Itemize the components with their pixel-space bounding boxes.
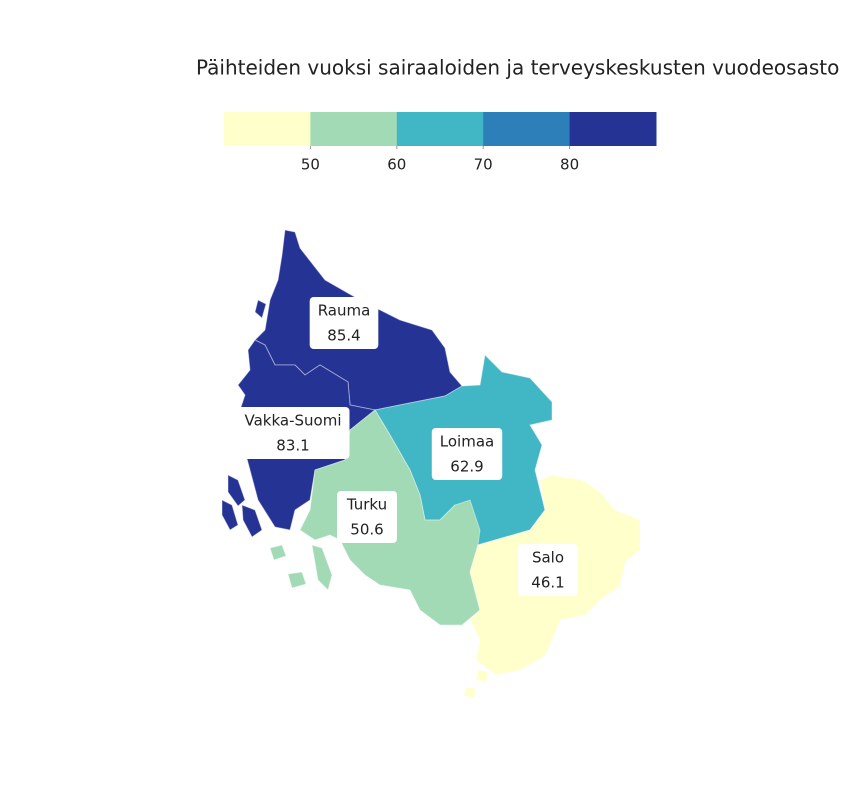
legend-tick-label: 70 xyxy=(474,156,493,174)
label-box xyxy=(236,407,350,459)
chart-title: Päihteiden vuoksi sairaaloiden ja tervey… xyxy=(196,56,839,80)
region-value: 46.1 xyxy=(531,574,564,592)
legend-swatch xyxy=(224,112,311,146)
region-value: 62.9 xyxy=(450,458,483,476)
label-box xyxy=(337,491,397,543)
region-name: Salo xyxy=(532,549,564,567)
region-name: Turku xyxy=(346,496,387,514)
regions xyxy=(221,229,641,699)
label-box xyxy=(518,544,578,596)
legend-swatch xyxy=(396,112,484,146)
legend: 50 60 70 80 xyxy=(224,112,657,174)
region-name: Loimaa xyxy=(440,433,494,451)
legend-swatch xyxy=(569,112,657,146)
region-name: Vakka-Suomi xyxy=(245,412,342,430)
region-value: 85.4 xyxy=(327,327,360,345)
legend-swatch xyxy=(310,112,398,146)
region-value: 50.6 xyxy=(350,521,383,539)
legend-tick-label: 60 xyxy=(387,156,406,174)
region-name: Rauma xyxy=(318,302,371,320)
label-box xyxy=(309,297,379,349)
legend-tick-label: 50 xyxy=(301,156,320,174)
region-value: 83.1 xyxy=(276,437,309,455)
region-labels: Rauma 85.4 Vakka-Suomi 83.1 Loimaa 62.9 Turku 5… xyxy=(236,297,578,596)
legend-swatch xyxy=(483,112,571,146)
label-box xyxy=(431,428,503,480)
legend-tick-label: 80 xyxy=(560,156,579,174)
